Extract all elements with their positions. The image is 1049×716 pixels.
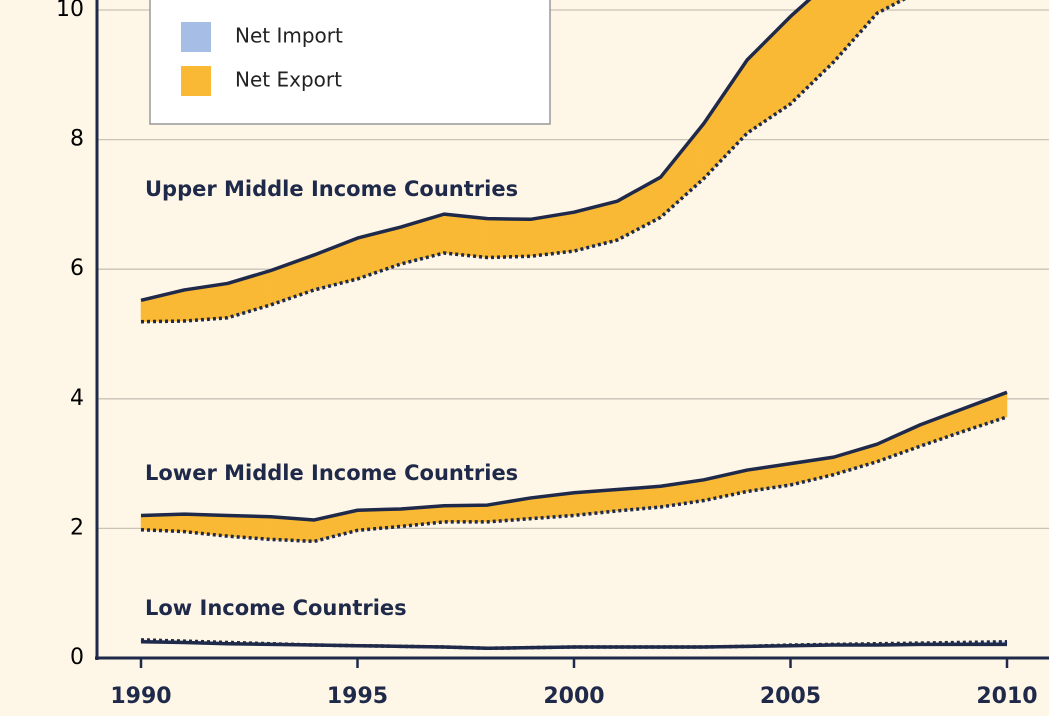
x-tick-label: 2005 <box>760 684 821 709</box>
y-tick-label: 6 <box>70 256 84 281</box>
band-segment <box>790 0 835 105</box>
y-tick-label: 0 <box>70 645 84 670</box>
x-tick-label: 1990 <box>110 684 171 709</box>
dotted-line <box>140 415 1008 544</box>
y-tick-label: 4 <box>70 386 84 411</box>
x-tick-label: 1995 <box>327 684 388 709</box>
y-tick-label: 10 <box>56 0 84 22</box>
band-segment <box>876 424 921 463</box>
group-label: Upper Middle Income Countries <box>145 177 518 201</box>
band-segment <box>443 504 488 523</box>
legend-swatch <box>181 22 211 52</box>
band-segment <box>487 218 531 258</box>
x-tick-label: 2000 <box>543 684 604 709</box>
x-tick-label: 2010 <box>976 684 1037 709</box>
solid-line <box>140 640 1007 651</box>
band-segment <box>443 213 488 258</box>
legend-box <box>149 0 551 125</box>
band-segment <box>746 15 791 134</box>
legend-swatch <box>181 66 211 96</box>
group-label: Lower Middle Income Countries <box>145 461 518 485</box>
band-segment <box>833 443 878 475</box>
legend-label: Net Import <box>235 24 343 48</box>
y-tick-label: 8 <box>70 127 84 152</box>
legend-label: Net Export <box>235 68 342 92</box>
band-segment <box>227 515 272 540</box>
group-label: Low Income Countries <box>145 596 407 620</box>
y-tick-label: 2 <box>70 515 84 540</box>
band-segment <box>703 59 748 180</box>
solid-line <box>140 390 1008 522</box>
band-segment <box>573 200 618 252</box>
solid-line <box>140 0 812 303</box>
